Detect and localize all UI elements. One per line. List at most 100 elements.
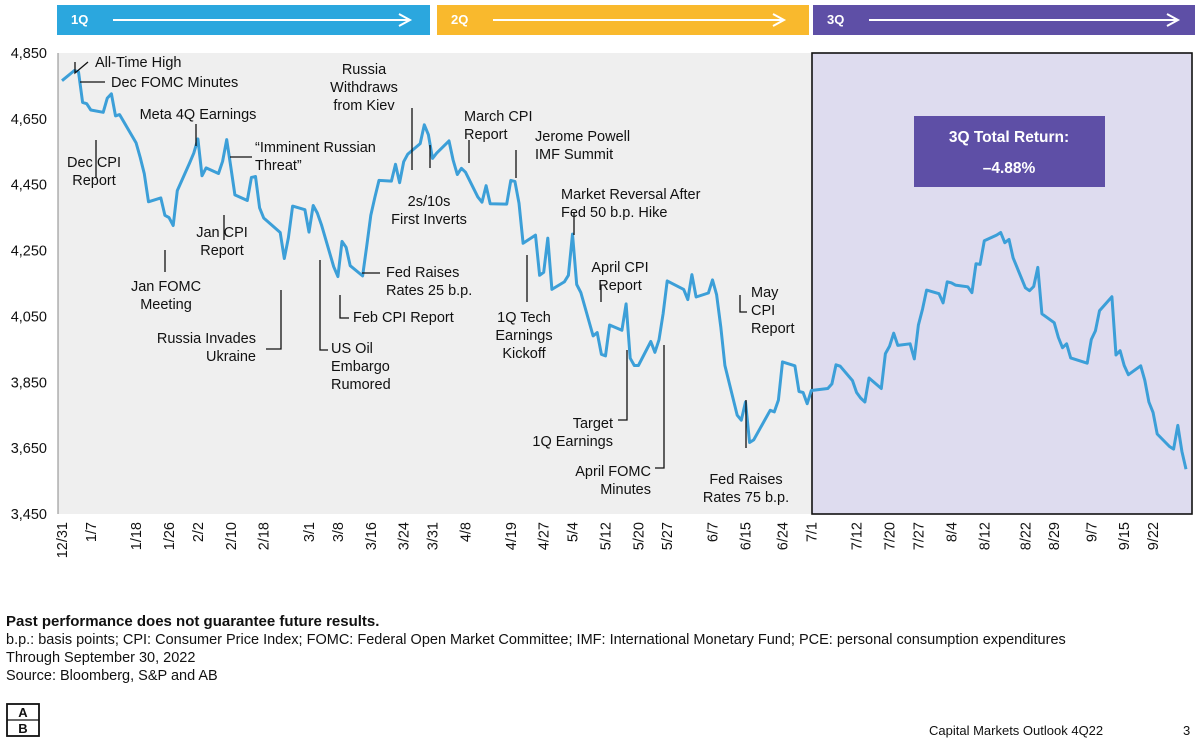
annotation-powell-imf: IMF Summit bbox=[535, 147, 613, 163]
x-tick-label: 9/15 bbox=[1117, 522, 1133, 550]
x-tick-label: 4/8 bbox=[458, 522, 474, 542]
annotation-leader-line bbox=[319, 260, 328, 351]
y-tick-label: 3,850 bbox=[11, 375, 47, 391]
annotation-us-oil-embargo: Embargo bbox=[331, 359, 390, 375]
annotation-first-inverts: 2s/10s bbox=[408, 194, 451, 210]
x-tick-label: 4/19 bbox=[504, 522, 520, 550]
annotation-fed-raises-25: Rates 25 b.p. bbox=[386, 283, 472, 299]
q3-return-callout bbox=[914, 116, 1105, 187]
x-tick-label: 7/27 bbox=[911, 522, 927, 550]
annotation-april-cpi-report: April CPI bbox=[591, 260, 648, 276]
annotation-1q-tech-earnings: 1Q Tech bbox=[497, 310, 551, 326]
annotation-jan-fomc-meeting: Jan FOMC bbox=[131, 279, 201, 295]
y-tick-label: 4,450 bbox=[11, 178, 47, 194]
x-tick-label: 8/22 bbox=[1018, 522, 1034, 550]
annotation-russia-withdraws: Russia bbox=[342, 62, 387, 78]
quarter-label: 2Q bbox=[451, 12, 469, 27]
ab-logo: A B bbox=[6, 703, 40, 737]
annotation-may-cpi-report: Report bbox=[751, 321, 795, 337]
sp500-series-line bbox=[61, 69, 1188, 470]
annotation-russia-invades-ukraine: Russia Invades bbox=[157, 331, 256, 347]
x-tick-label: 6/7 bbox=[706, 522, 722, 542]
annotation-1q-tech-earnings: Kickoff bbox=[502, 346, 546, 362]
x-tick-label: 7/1 bbox=[804, 522, 820, 542]
callout-value: –4.88% bbox=[983, 160, 1036, 177]
quarter-bar-1q: 1Q bbox=[57, 5, 430, 35]
annotation-may-cpi-report: CPI bbox=[751, 303, 775, 319]
annotation-april-fomc-minutes: April FOMC bbox=[575, 464, 651, 480]
annotation-powell-imf: Jerome Powell bbox=[535, 129, 630, 145]
x-tick-label: 6/15 bbox=[738, 522, 754, 550]
annotation-russia-withdraws: from Kiev bbox=[333, 98, 395, 114]
x-tick-label: 2/2 bbox=[191, 522, 207, 542]
x-tick-label: 9/22 bbox=[1146, 522, 1162, 550]
x-tick-label: 8/29 bbox=[1047, 522, 1063, 550]
x-tick-label: 8/4 bbox=[944, 522, 960, 542]
annotation-imminent-russian-threat: “Imminent Russian bbox=[255, 140, 376, 156]
sp500-line-chart: 4,850 4,650 4,450 4,250 4,050 3,850 3,650 3,450… bbox=[11, 46, 1193, 558]
x-tick-label: 3/24 bbox=[397, 522, 413, 550]
annotation-leader-line bbox=[655, 345, 665, 469]
annotation-leader-line bbox=[74, 61, 89, 75]
annotation-feb-cpi-report: Feb CPI Report bbox=[353, 310, 454, 326]
annotation-leader-line bbox=[618, 350, 628, 421]
annotation-jan-cpi-report: Jan CPI bbox=[196, 225, 248, 241]
annotation-jan-fomc-meeting: Meeting bbox=[140, 297, 192, 313]
x-tick-label: 5/20 bbox=[631, 522, 647, 550]
quarter-bar-3q: 3Q bbox=[813, 5, 1195, 35]
footer-title: Capital Markets Outlook 4Q22 bbox=[929, 723, 1104, 738]
arrow-right-icon bbox=[869, 13, 1181, 27]
logo-letter-b: B bbox=[18, 721, 27, 736]
x-tick-label: 2/18 bbox=[257, 522, 273, 550]
arrow-right-icon bbox=[493, 13, 787, 27]
y-tick-label: 3,650 bbox=[11, 441, 47, 457]
annotation-fed-raises-25: Fed Raises bbox=[386, 265, 459, 281]
x-tick-label: 7/12 bbox=[850, 522, 866, 550]
x-tick-label: 1/18 bbox=[129, 522, 145, 550]
x-tick-label: 5/4 bbox=[566, 522, 582, 542]
annotation-market-reversal: Fed 50 b.p. Hike bbox=[561, 205, 667, 221]
through-date-note: Through September 30, 2022 bbox=[6, 650, 196, 666]
annotation-1q-tech-earnings: Earnings bbox=[495, 328, 552, 344]
page-number: 3 bbox=[1183, 723, 1191, 738]
x-tick-label: 6/24 bbox=[776, 522, 792, 550]
annotation-leader-line bbox=[339, 295, 349, 319]
annotation-russia-withdraws: Withdraws bbox=[330, 80, 398, 96]
annotation-meta-4q-earnings: Meta 4Q Earnings bbox=[140, 107, 257, 123]
annotation-april-cpi-report: Report bbox=[598, 278, 642, 294]
annotation-russia-invades-ukraine: Ukraine bbox=[206, 349, 256, 365]
y-tick-label: 3,450 bbox=[11, 507, 47, 523]
annotation-leader-line bbox=[739, 295, 747, 313]
x-tick-label: 2/10 bbox=[224, 522, 240, 550]
x-tick-label: 3/16 bbox=[364, 522, 380, 550]
x-tick-label: 4/27 bbox=[537, 522, 553, 550]
x-tick-label: 5/27 bbox=[660, 522, 676, 550]
arrow-right-icon bbox=[113, 13, 413, 27]
x-tick-label: 7/20 bbox=[883, 522, 899, 550]
annotation-all-time-high: All-Time High bbox=[95, 55, 181, 71]
annotation-us-oil-embargo: Rumored bbox=[331, 377, 391, 393]
annotation-fed-raises-75: Rates 75 b.p. bbox=[703, 490, 789, 506]
x-tick-label: 12/31 bbox=[55, 522, 71, 558]
annotation-target-earnings: Target bbox=[573, 416, 613, 432]
annotation-first-inverts: First Inverts bbox=[391, 212, 467, 228]
quarter-label: 3Q bbox=[827, 12, 845, 27]
quarter-label: 1Q bbox=[71, 12, 89, 27]
y-tick-label: 4,050 bbox=[11, 309, 47, 325]
annotation-leader-line bbox=[266, 290, 282, 350]
annotation-dec-fomc-minutes: Dec FOMC Minutes bbox=[111, 75, 238, 91]
annotation-target-earnings: 1Q Earnings bbox=[532, 434, 613, 450]
annotation-imminent-russian-threat: Threat” bbox=[255, 158, 302, 174]
y-tick-label: 4,650 bbox=[11, 112, 47, 128]
annotation-dec-cpi-report: Dec CPI bbox=[67, 155, 121, 171]
annotation-market-reversal: Market Reversal After bbox=[561, 187, 701, 203]
logo-letter-a: A bbox=[18, 705, 28, 720]
source-note: Source: Bloomberg, S&P and AB bbox=[6, 668, 218, 684]
x-tick-label: 8/12 bbox=[977, 522, 993, 550]
y-tick-label: 4,850 bbox=[11, 46, 47, 62]
annotation-dec-cpi-report: Report bbox=[72, 173, 116, 189]
x-tick-label: 1/26 bbox=[162, 522, 178, 550]
x-tick-label: 3/8 bbox=[331, 522, 347, 542]
abbreviations-note: b.p.: basis points; CPI: Consumer Price … bbox=[6, 632, 1066, 648]
x-tick-label: 3/31 bbox=[426, 522, 442, 550]
